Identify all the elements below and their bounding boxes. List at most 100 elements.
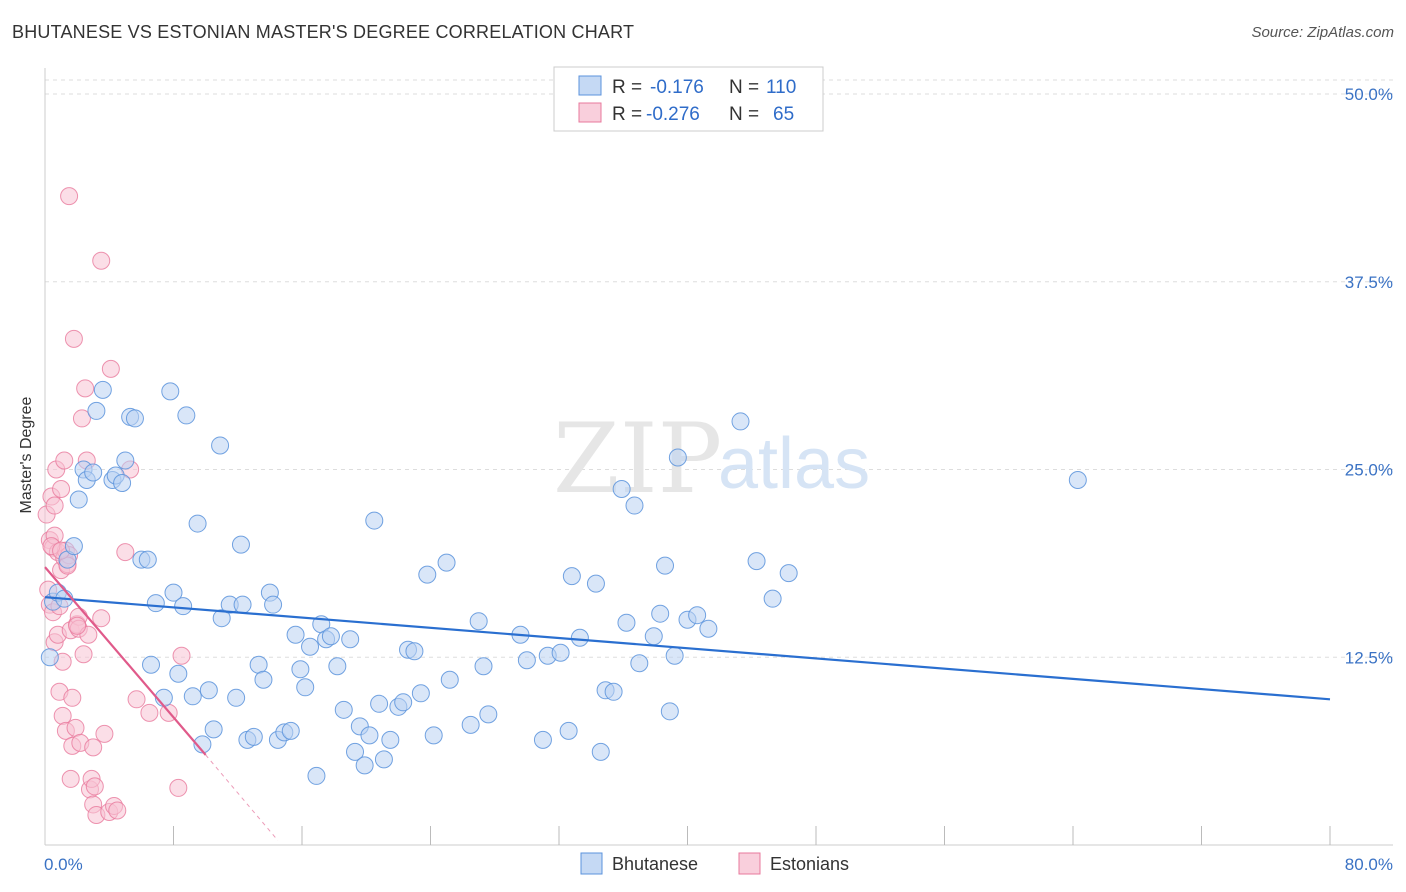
legend-r-value-2: -0.276 [646, 104, 700, 125]
tick-labels: 12.5% 25.0% 37.5% 50.0% 0.0% 80.0% [44, 85, 1393, 874]
bhutanese-point [138, 550, 157, 569]
estonians-point [95, 724, 114, 743]
bhutanese-point [625, 496, 644, 515]
bhutanese-point [461, 715, 480, 734]
estonians-point [63, 688, 82, 707]
bhutanese-point [617, 613, 636, 632]
bhutanese-point [164, 583, 183, 602]
x-tick-label-max: 80.0% [1345, 855, 1393, 874]
estonians-point [64, 329, 83, 348]
bhutanese-point [334, 700, 353, 719]
estonians-point [74, 645, 93, 664]
bhutanese-point [360, 726, 379, 745]
legend-r-value-1: -0.176 [650, 77, 704, 98]
legend-swatch-estonians [578, 102, 602, 123]
bhutanese-point [183, 687, 202, 706]
trend-lines [44, 566, 1331, 841]
y-tick-label: 50.0% [1345, 85, 1393, 104]
bhutanese-point [604, 682, 623, 701]
bhutanese-point [437, 553, 456, 572]
bhutanese-point [193, 735, 212, 754]
bhutanese-point [355, 756, 374, 775]
correlation-legend: R = -0.176 N = 110 R = -0.276 N = 65 [553, 66, 824, 132]
watermark-atlas: atlas [718, 424, 870, 504]
bhutanese-point [747, 552, 766, 571]
bhutanese-point [307, 766, 326, 785]
legend-r-label-1: R = [612, 77, 642, 98]
bhutanese-point [517, 651, 536, 670]
bhutanese-point [146, 594, 165, 613]
bhutanese-point [113, 474, 132, 493]
estonians-point [172, 646, 191, 665]
bhutanese-point [731, 412, 750, 431]
chart-title: BHUTANESE VS ESTONIAN MASTER'S DEGREE CO… [12, 22, 635, 42]
bhutanese-point [630, 654, 649, 673]
bhutanese-point [411, 684, 430, 703]
bhutanese-point [93, 380, 112, 399]
estonians-point [140, 703, 159, 722]
estonians-point [61, 769, 80, 788]
series-swatch-bhutanese [580, 852, 603, 875]
estonians-point [68, 616, 87, 635]
bhutanese-point [591, 742, 610, 761]
estonians-point [84, 738, 103, 757]
bhutanese-point [570, 628, 589, 647]
bhutanese-point [346, 742, 365, 761]
bhutanese-point [249, 655, 268, 674]
y-tick-label: 37.5% [1345, 273, 1393, 292]
estonians-point [72, 409, 91, 428]
bhutanese-trend-line [44, 596, 1331, 701]
bhutanese-point [231, 535, 250, 554]
bhutanese-point [301, 637, 320, 656]
bhutanese-point [296, 678, 315, 697]
bhutanese-point [656, 556, 675, 575]
bhutanese-point [374, 750, 393, 769]
estonians-point [85, 777, 104, 796]
bhutanese-point [227, 688, 246, 707]
series-label-bhutanese: Bhutanese [612, 854, 698, 874]
estonians-point [55, 451, 74, 470]
legend-n-value-2: 65 [773, 104, 794, 125]
source-label: Source: ZipAtlas.com [1251, 24, 1394, 41]
bhutanese-point [668, 448, 687, 467]
estonians-point [169, 778, 188, 797]
watermark-zip: ZIP [553, 403, 722, 515]
bhutanese-point [125, 409, 144, 428]
estonians-point [52, 480, 71, 499]
estonians-point [76, 379, 95, 398]
bhutanese-point [199, 681, 218, 700]
legend-n-label-2: N = [729, 104, 759, 125]
bhutanese-point [699, 619, 718, 638]
bhutanese-point [264, 595, 283, 614]
bhutanese-point [365, 511, 384, 530]
estonians-point [60, 187, 79, 206]
legend-n-label-1: N = [729, 77, 759, 98]
bhutanese-point [688, 606, 707, 625]
bhutanese-point [177, 406, 196, 425]
estonians-point [116, 543, 135, 562]
bhutanese-point [64, 537, 83, 556]
bhutanese-point [116, 451, 135, 470]
estonians-point [127, 690, 146, 709]
bhutanese-point [328, 657, 347, 676]
estonians-trend-line [44, 566, 207, 756]
bhutanese-point [84, 463, 103, 482]
bhutanese-point [286, 625, 305, 644]
bhutanese-point [281, 721, 300, 740]
estonians-points [37, 187, 191, 824]
bhutanese-point [211, 436, 230, 455]
bhutanese-point [474, 657, 493, 676]
legend-n-value-1: 110 [766, 77, 796, 98]
bhutanese-point [341, 630, 360, 649]
y-tick-label: 12.5% [1345, 648, 1393, 667]
bhutanese-point [381, 730, 400, 749]
bhutanese-point [440, 670, 459, 689]
bhutanese-point [394, 693, 413, 712]
watermark: ZIP atlas [553, 403, 870, 515]
y-tick-label: 25.0% [1345, 461, 1393, 480]
gridlines [45, 79, 1393, 658]
estonians-trend-extension [205, 754, 279, 841]
bhutanese-point [612, 480, 631, 499]
bhutanese-point [424, 726, 443, 745]
